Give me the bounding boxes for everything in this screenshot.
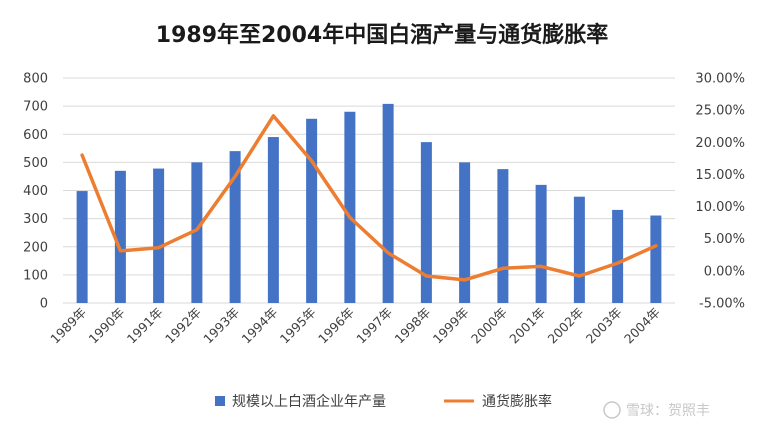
x-axis-label: 1998年 bbox=[392, 305, 434, 347]
right-axis-tick-label: 15.00% bbox=[695, 168, 745, 183]
legend-swatch-production bbox=[215, 396, 225, 406]
left-axis-tick-label: 600 bbox=[23, 128, 48, 143]
right-axis-tick-label: 0.00% bbox=[704, 264, 745, 279]
left-axis-tick-label: 700 bbox=[23, 100, 48, 115]
legend-label-production: 规模以上白酒企业年产量 bbox=[232, 393, 386, 410]
right-axis-ticks: -5.00% 0.00% 5.00% 10.00% 15.00% 20.00% 25.00%… bbox=[695, 72, 745, 312]
chart-title: 1989年至2004年中国白酒产量与通货膨胀率 bbox=[156, 22, 608, 48]
bar-1995年 bbox=[306, 118, 318, 303]
left-axis-tick-label: 300 bbox=[23, 212, 48, 227]
left-axis-tick-label: 400 bbox=[23, 184, 48, 199]
line-series bbox=[80, 114, 658, 282]
bar-1996年 bbox=[344, 111, 356, 303]
bar-1992年 bbox=[191, 162, 203, 303]
bar-series bbox=[76, 103, 662, 303]
x-axis-label: 1994年 bbox=[239, 305, 281, 347]
x-axis-label: 1993年 bbox=[200, 305, 242, 347]
x-axis-label: 1997年 bbox=[353, 305, 395, 347]
bar-2002年 bbox=[573, 196, 585, 303]
bar-1998年 bbox=[420, 142, 432, 303]
x-axis-label: 2003年 bbox=[583, 305, 625, 347]
bar-1997年 bbox=[382, 103, 394, 303]
bar-1994年 bbox=[267, 137, 279, 303]
bar-1989年 bbox=[76, 191, 88, 303]
x-axis-label: 2002年 bbox=[545, 305, 587, 347]
right-axis-tick-label: 5.00% bbox=[704, 232, 745, 247]
left-axis-tick-label: 200 bbox=[23, 240, 48, 255]
bar-2004年 bbox=[650, 215, 662, 303]
left-axis-tick-label: 800 bbox=[23, 72, 48, 87]
x-axis-label: 2001年 bbox=[506, 305, 548, 347]
x-axis-label: 1992年 bbox=[162, 305, 204, 347]
left-axis-tick-label: 100 bbox=[23, 268, 48, 283]
bar-2003年 bbox=[612, 209, 624, 303]
bar-1999年 bbox=[459, 162, 471, 303]
x-axis-label: 2004年 bbox=[621, 305, 663, 347]
snowball-logo-icon bbox=[603, 401, 621, 419]
x-axis-label: 1999年 bbox=[430, 305, 472, 347]
bar-2001年 bbox=[535, 184, 547, 303]
left-axis-ticks: 0 100 200 300 400 500 600 700 800 bbox=[23, 72, 48, 312]
legend-label-inflation: 通货膨胀率 bbox=[482, 393, 552, 410]
x-axis-label: 2000年 bbox=[468, 305, 510, 347]
right-axis-tick-label: 25.00% bbox=[695, 104, 745, 119]
legend: 规模以上白酒企业年产量 通货膨胀率 bbox=[215, 393, 552, 410]
right-axis-tick-label: 20.00% bbox=[695, 136, 745, 151]
bar-1991年 bbox=[153, 168, 165, 303]
bar-1990年 bbox=[114, 170, 126, 303]
right-axis-tick-label: 10.00% bbox=[695, 200, 745, 215]
right-axis-tick-label: -5.00% bbox=[699, 297, 745, 312]
x-axis-label: 1995年 bbox=[277, 305, 319, 347]
bar-1993年 bbox=[229, 151, 241, 303]
x-axis-label: 1996年 bbox=[315, 305, 357, 347]
x-axis-labels: 1989年1990年1991年1992年1993年1994年1995年1996年… bbox=[47, 305, 663, 347]
right-axis-tick-label: 30.00% bbox=[695, 72, 745, 87]
left-axis-tick-label: 0 bbox=[40, 297, 48, 312]
x-axis-label: 1989年 bbox=[47, 305, 89, 347]
bar-2000年 bbox=[497, 169, 509, 303]
watermark-text: 雪球：贺照丰 bbox=[626, 403, 710, 419]
gridlines bbox=[63, 77, 675, 304]
left-axis-tick-label: 500 bbox=[23, 156, 48, 171]
watermark: 雪球：贺照丰 bbox=[603, 401, 710, 419]
x-axis-label: 1991年 bbox=[124, 305, 166, 347]
inflation-line bbox=[80, 114, 658, 282]
x-axis-label: 1990年 bbox=[86, 305, 128, 347]
